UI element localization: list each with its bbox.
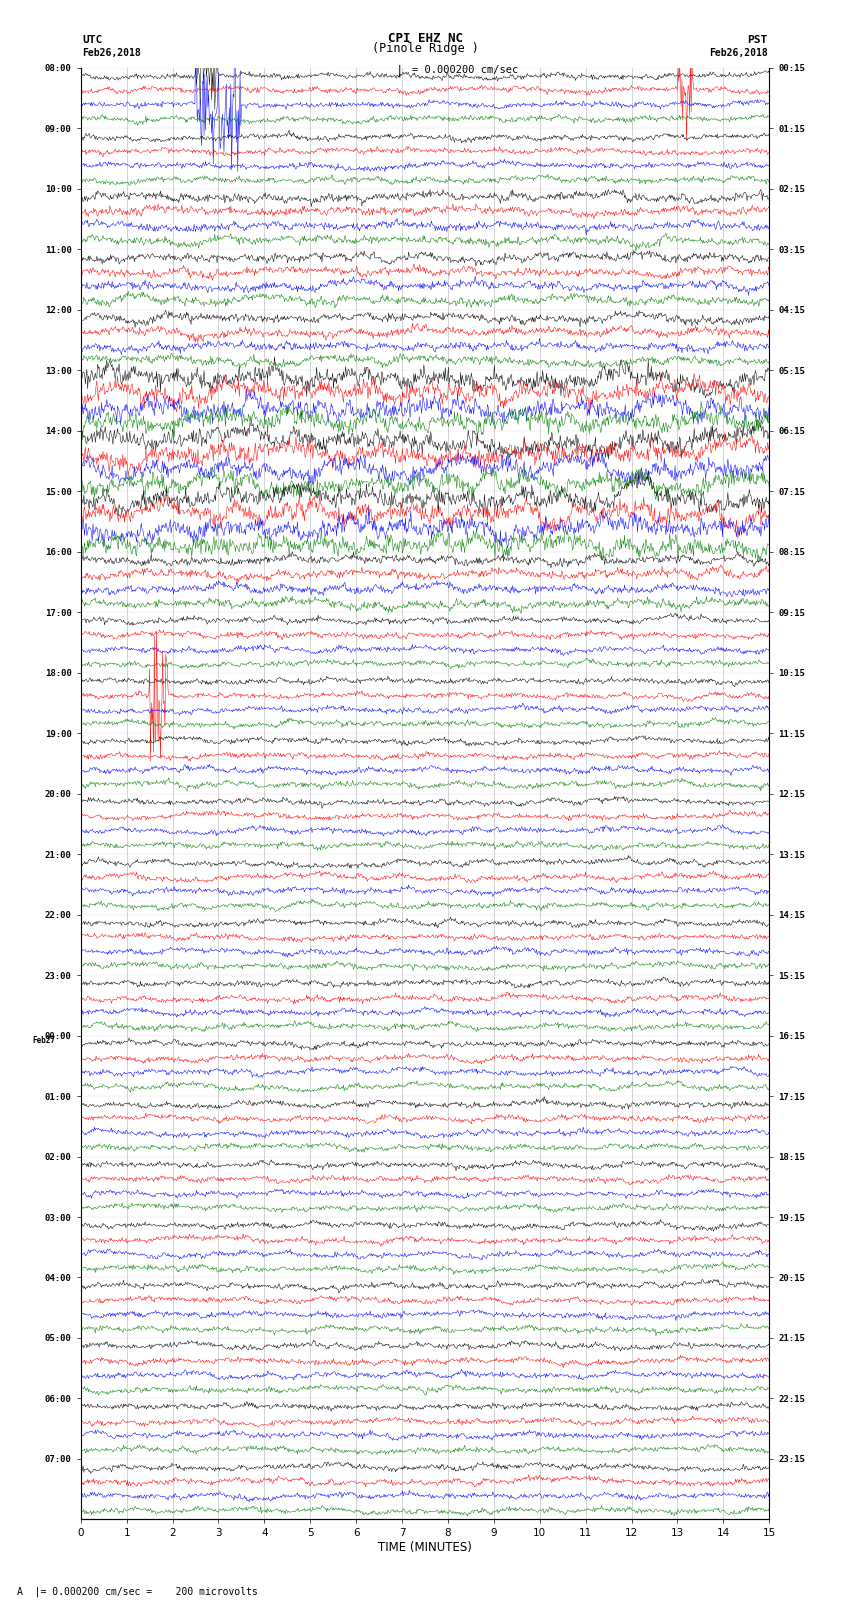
Text: |: | bbox=[396, 65, 403, 77]
Text: (Pinole Ridge ): (Pinole Ridge ) bbox=[371, 42, 479, 55]
Text: Feb26,2018: Feb26,2018 bbox=[82, 48, 141, 58]
X-axis label: TIME (MINUTES): TIME (MINUTES) bbox=[378, 1542, 472, 1555]
Text: A  |= 0.000200 cm/sec =    200 microvolts: A |= 0.000200 cm/sec = 200 microvolts bbox=[17, 1586, 258, 1597]
Text: CPI EHZ NC: CPI EHZ NC bbox=[388, 32, 462, 45]
Text: = 0.000200 cm/sec: = 0.000200 cm/sec bbox=[412, 65, 518, 74]
Text: Feb26,2018: Feb26,2018 bbox=[709, 48, 768, 58]
Text: PST: PST bbox=[747, 35, 768, 45]
Text: UTC: UTC bbox=[82, 35, 103, 45]
Text: Feb27: Feb27 bbox=[32, 1036, 55, 1045]
